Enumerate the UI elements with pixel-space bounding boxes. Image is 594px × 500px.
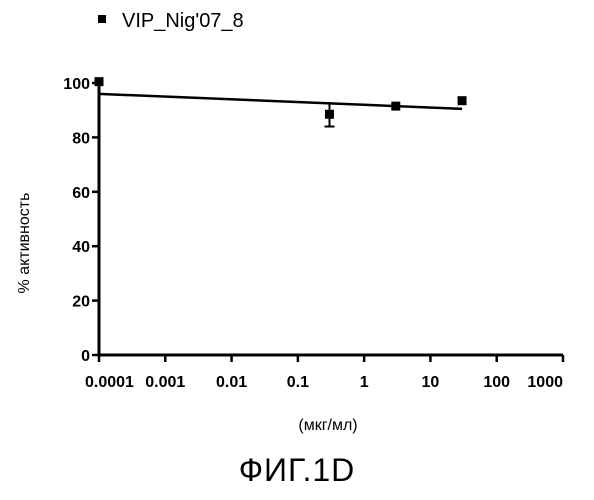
x-axis-title: (мкг/мл) bbox=[298, 417, 357, 434]
y-axis-title: % активность bbox=[16, 193, 33, 294]
x-tick-label: 0.001 bbox=[145, 374, 185, 391]
x-tick-label: 1000 bbox=[527, 374, 563, 391]
y-tick-label: 60 bbox=[72, 185, 90, 202]
data-point bbox=[325, 110, 334, 119]
y-tick-label: 20 bbox=[72, 294, 90, 311]
data-point bbox=[95, 77, 104, 86]
legend-label: VIP_Nig'07_8 bbox=[122, 10, 244, 32]
x-tick-label: 0.1 bbox=[287, 374, 309, 391]
x-tick-label: 100 bbox=[483, 374, 510, 391]
y-tick-label: 0 bbox=[81, 348, 90, 365]
legend: VIP_Nig'07_8 bbox=[98, 10, 244, 32]
legend-marker-square bbox=[98, 15, 106, 23]
y-tick-label: 80 bbox=[72, 130, 90, 147]
data-point bbox=[458, 96, 467, 105]
data-point bbox=[391, 102, 400, 111]
data-marks bbox=[95, 77, 467, 126]
x-tick-label: 0.0001 bbox=[85, 374, 134, 391]
x-axis-ticks: 0.0001 0.001 0.01 0.1 1 10 100 1000 bbox=[85, 355, 563, 391]
figure-label: ФИГ.1D bbox=[0, 452, 594, 489]
x-tick-label: 10 bbox=[422, 374, 440, 391]
y-tick-label: 100 bbox=[63, 76, 90, 93]
x-tick-label: 0.01 bbox=[216, 374, 247, 391]
axes bbox=[99, 83, 563, 355]
y-axis-ticks: 0 20 40 60 80 100 bbox=[63, 76, 99, 365]
fit-line bbox=[99, 94, 462, 109]
y-tick-label: 40 bbox=[72, 239, 90, 256]
x-tick-label: 1 bbox=[360, 374, 369, 391]
